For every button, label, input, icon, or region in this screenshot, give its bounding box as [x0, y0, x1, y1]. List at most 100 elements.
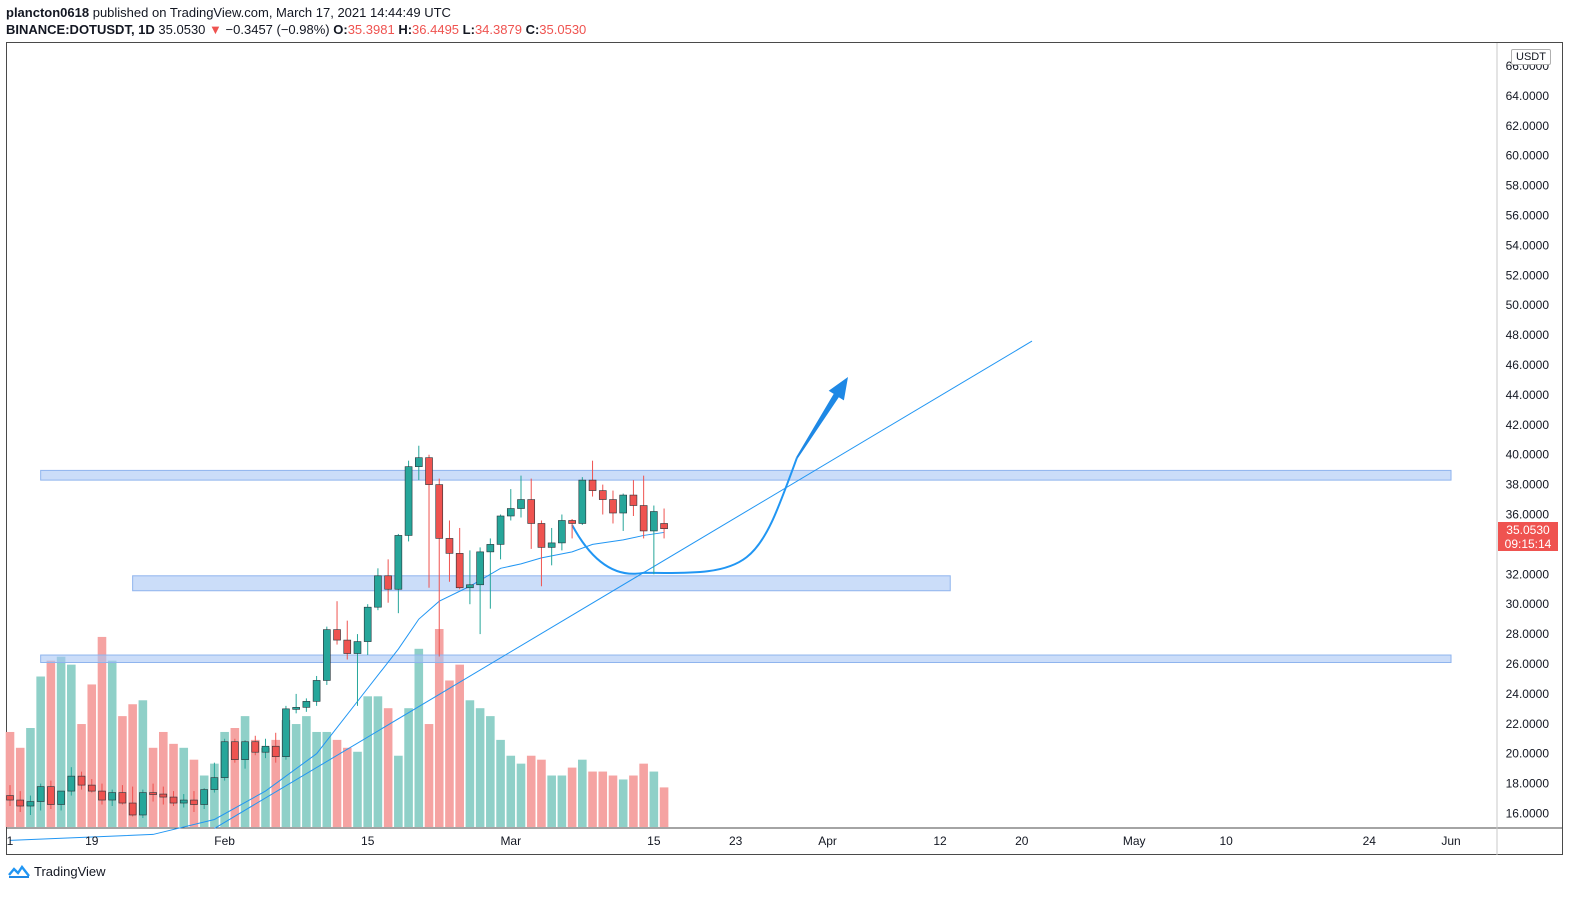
change-value: −0.3457 (−0.98%) — [225, 22, 330, 37]
volume-bar — [240, 716, 250, 827]
candlesticks — [6, 445, 668, 818]
volume-bar — [159, 731, 168, 827]
candle-body — [108, 792, 116, 801]
volume-bar — [434, 629, 444, 827]
time-axis[interactable]: 1 19 Feb 15 Mar 15 23 Apr 12 20 May 10 24 Jun — [7, 834, 1461, 848]
candle-body — [384, 575, 392, 590]
volume-bar — [67, 664, 76, 827]
price-tick-label: 26.0000 — [1506, 657, 1550, 671]
candle-body — [118, 792, 127, 804]
candle-body — [629, 494, 638, 506]
author-name[interactable]: plancton0618 — [6, 5, 90, 20]
volume-bar — [36, 676, 45, 827]
candle-body — [271, 745, 280, 757]
candle-body — [578, 479, 587, 524]
brand-name: TradingView — [34, 864, 106, 879]
volume-bar — [424, 724, 434, 827]
trend-lines — [9, 340, 1033, 841]
high-label: H: — [398, 22, 413, 37]
volume-bar — [97, 636, 107, 827]
time-tick-label: 10 — [1220, 834, 1234, 848]
volume-bar — [291, 724, 301, 827]
price-axis[interactable]: 16.0000 18.0000 20.0000 22.0000 24.0000 26.00… — [1506, 59, 1550, 821]
price-tick-label: 54.0000 — [1506, 238, 1550, 252]
price-tick-label: 24.0000 — [1506, 687, 1550, 701]
candle-body — [404, 466, 413, 536]
price-tick-label: 28.0000 — [1506, 627, 1550, 641]
change-down-icon: ▼ — [209, 22, 222, 37]
projection-arrow-icon — [796, 377, 848, 459]
candle-body — [650, 511, 658, 532]
volume-bar — [353, 751, 362, 827]
price-tick-label: 18.0000 — [1506, 777, 1550, 791]
time-tick-label: 15 — [361, 834, 375, 848]
volume-bar — [373, 696, 383, 827]
volume-bar — [118, 716, 127, 827]
volume-bar — [506, 755, 516, 827]
time-tick-label: 20 — [1015, 834, 1029, 848]
volume-bar — [138, 700, 148, 827]
candle-body — [16, 799, 25, 807]
chart-frame[interactable] — [6, 42, 1563, 855]
time-tick-label: Feb — [214, 834, 235, 848]
candle-body — [353, 641, 362, 654]
price-tick-label: 38.0000 — [1506, 478, 1550, 492]
symbol-legend: BINANCE:DOTUSDT, 1D 35.0530 ▼ −0.3457 (−… — [6, 22, 586, 37]
volume-bar — [486, 716, 495, 827]
time-tick-label: Mar — [500, 834, 521, 848]
time-tick-label: 12 — [933, 834, 947, 848]
price-tick-label: 50.0000 — [1506, 298, 1550, 312]
candle-body — [333, 629, 341, 641]
volume-bar — [608, 775, 618, 827]
time-tick-label: 15 — [647, 834, 661, 848]
candle-body — [558, 520, 566, 544]
volume-bar — [107, 660, 117, 827]
candle-body — [139, 792, 147, 816]
candle-body — [128, 802, 137, 816]
price-tick-label: 52.0000 — [1506, 268, 1550, 282]
candle-body — [36, 786, 45, 802]
time-tick-label: May — [1123, 834, 1146, 848]
trend-line — [214, 340, 1033, 829]
open-label: O: — [333, 22, 348, 37]
last-price-tag: 35.0530 09:15:14 — [1498, 522, 1558, 551]
candle-body — [414, 457, 423, 467]
last-price: 35.0530 — [158, 22, 206, 37]
volume-bar — [557, 775, 567, 827]
support-zone — [40, 469, 1452, 481]
candle-body — [312, 680, 321, 702]
candle-body — [455, 553, 464, 589]
volume-bar — [537, 759, 546, 827]
high-value: 36.4495 — [412, 22, 460, 37]
candle-body — [231, 741, 239, 760]
volume-bar — [230, 728, 240, 827]
publish-info: plancton0618 published on TradingView.co… — [6, 5, 451, 20]
symbol-name: BINANCE:DOTUSDT, 1D — [6, 22, 155, 37]
price-tick-label: 48.0000 — [1506, 328, 1550, 342]
moving-average-line — [9, 531, 665, 841]
volume-bar — [598, 771, 608, 827]
volume-bar — [179, 747, 189, 827]
volume-bar — [394, 755, 403, 827]
candle-body — [445, 538, 454, 554]
price-tick-label: 46.0000 — [1506, 358, 1550, 372]
time-tick-label: 1 — [7, 834, 14, 848]
currency-label[interactable]: USDT — [1511, 49, 1551, 65]
support-zone — [40, 654, 1452, 664]
volume-bar — [312, 731, 321, 827]
footer-brand[interactable]: TradingView — [8, 864, 106, 879]
time-tick-label: Apr — [818, 834, 837, 848]
volume-bar — [261, 747, 270, 827]
price-tick-label: 22.0000 — [1506, 717, 1550, 731]
volume-bar — [526, 755, 536, 827]
price-tick-label: 60.0000 — [1506, 149, 1550, 163]
volume-bar — [659, 787, 669, 827]
time-tick-label: 24 — [1363, 834, 1377, 848]
candle-body — [261, 745, 270, 753]
price-tick-label: 58.0000 — [1506, 179, 1550, 193]
candle-body — [374, 575, 382, 608]
volume-bar — [128, 704, 137, 827]
candle-body — [394, 535, 403, 590]
candle-body — [598, 490, 607, 500]
